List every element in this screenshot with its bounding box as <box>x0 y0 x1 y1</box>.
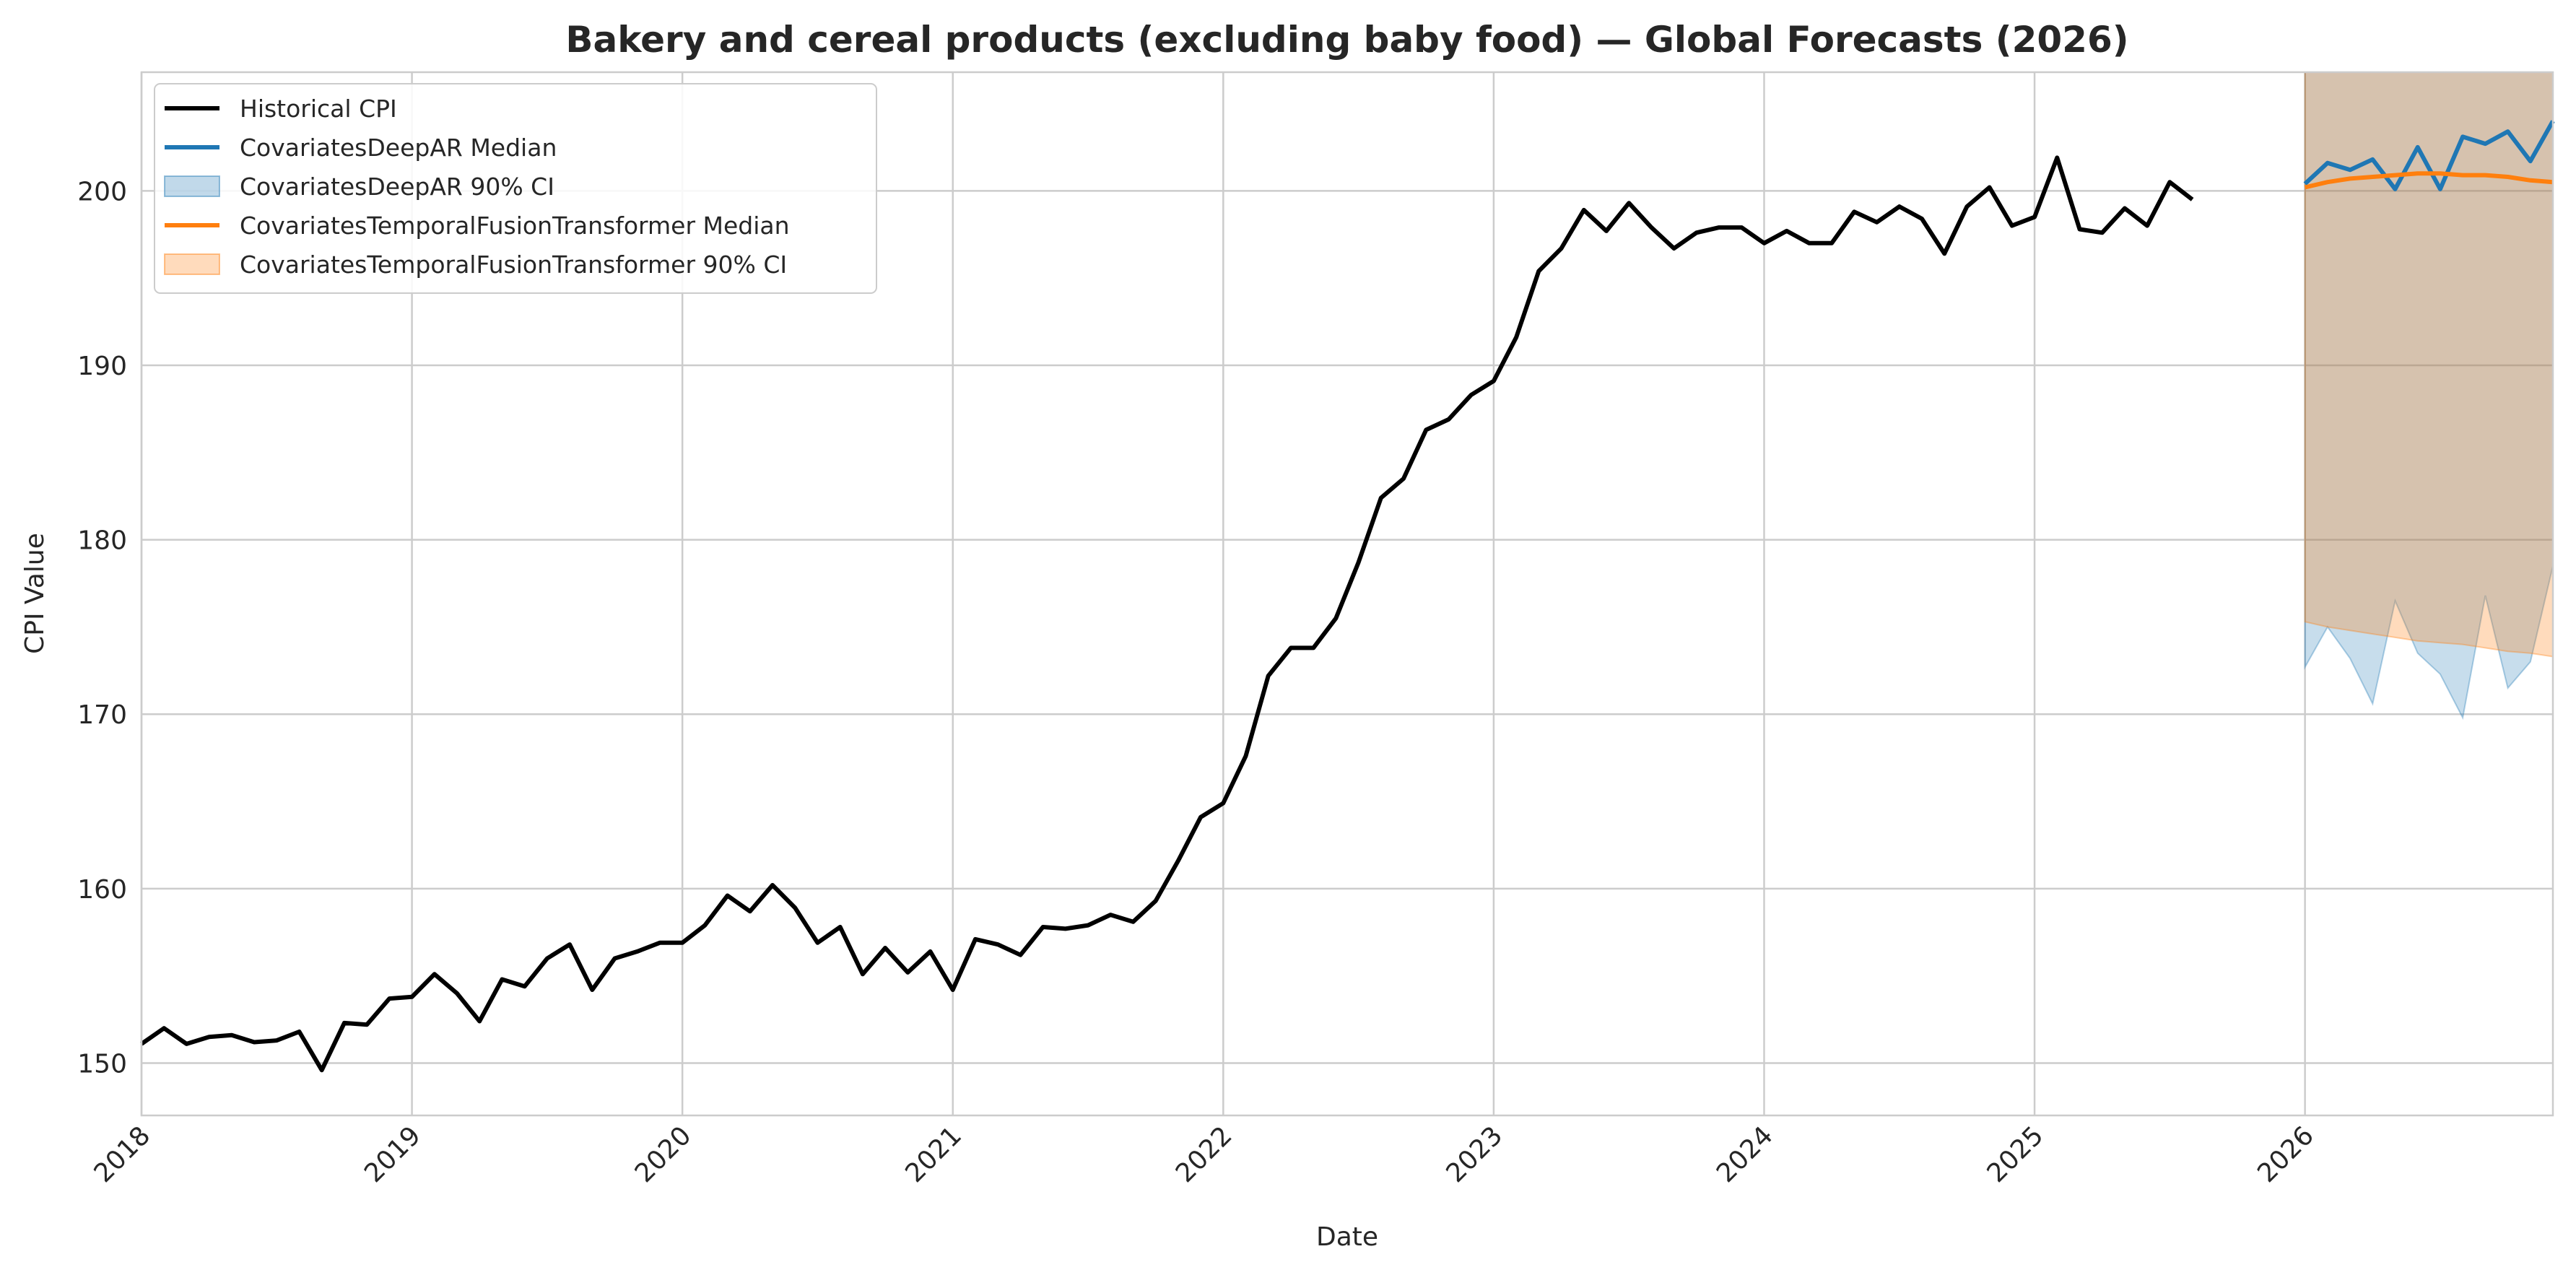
y-tick-label: 160 <box>77 875 127 905</box>
chart-title: Bakery and cereal products (excluding ba… <box>565 19 2128 61</box>
y-tick-label: 200 <box>77 177 127 206</box>
x-axis-label: Date <box>1316 1222 1378 1252</box>
x-tick-label: 2019 <box>359 1120 427 1188</box>
y-tick-labels: 150 160 170 180 190 200 <box>77 177 127 1079</box>
tft-median-line <box>2304 171 2554 190</box>
legend-box <box>154 83 877 294</box>
x-tick-label: 2021 <box>900 1120 967 1188</box>
x-tick-label: 2020 <box>630 1120 697 1188</box>
y-tick-label: 190 <box>77 352 127 381</box>
x-tick-label: 2018 <box>89 1120 157 1188</box>
x-tick-label: 2026 <box>2252 1120 2320 1188</box>
x-tick-label: 2022 <box>1170 1120 1238 1188</box>
y-tick-label: 180 <box>77 526 127 556</box>
x-tick-labels: 2018 2019 2020 2021 2022 2023 2024 2025 2026 <box>89 1120 2320 1188</box>
confidence-bands <box>2304 71 2554 721</box>
deepar-median-line <box>2303 120 2555 191</box>
legend: Historical CPI CovariatesDeepAR Median Cov… <box>154 83 877 294</box>
tft_median-legend-label: CovariatesTemporalFusionTransformer Medi… <box>240 212 790 240</box>
y-tick-label: 170 <box>77 700 127 730</box>
deepar_ci-legend-label: CovariatesDeepAR 90% CI <box>240 173 554 201</box>
x-tick-label: 2024 <box>1711 1120 1779 1188</box>
y-axis-label: CPI Value <box>20 533 50 654</box>
deepar_median-legend-label: CovariatesDeepAR Median <box>240 134 557 162</box>
x-tick-label: 2023 <box>1440 1120 1508 1188</box>
series-lines <box>140 120 2555 1073</box>
x-tick-label: 2025 <box>1982 1120 2050 1188</box>
tft_ci-legend-label: CovariatesTemporalFusionTransformer 90% … <box>240 251 787 279</box>
tft-ci-band <box>2304 71 2554 658</box>
y-tick-label: 150 <box>77 1050 127 1079</box>
historical-cpi-line <box>140 155 2194 1073</box>
plot-frame <box>140 71 2554 1117</box>
deepar_ci-legend-swatch <box>164 175 220 197</box>
historical-legend-label: Historical CPI <box>240 95 397 123</box>
tft_ci-legend-swatch <box>164 253 220 275</box>
